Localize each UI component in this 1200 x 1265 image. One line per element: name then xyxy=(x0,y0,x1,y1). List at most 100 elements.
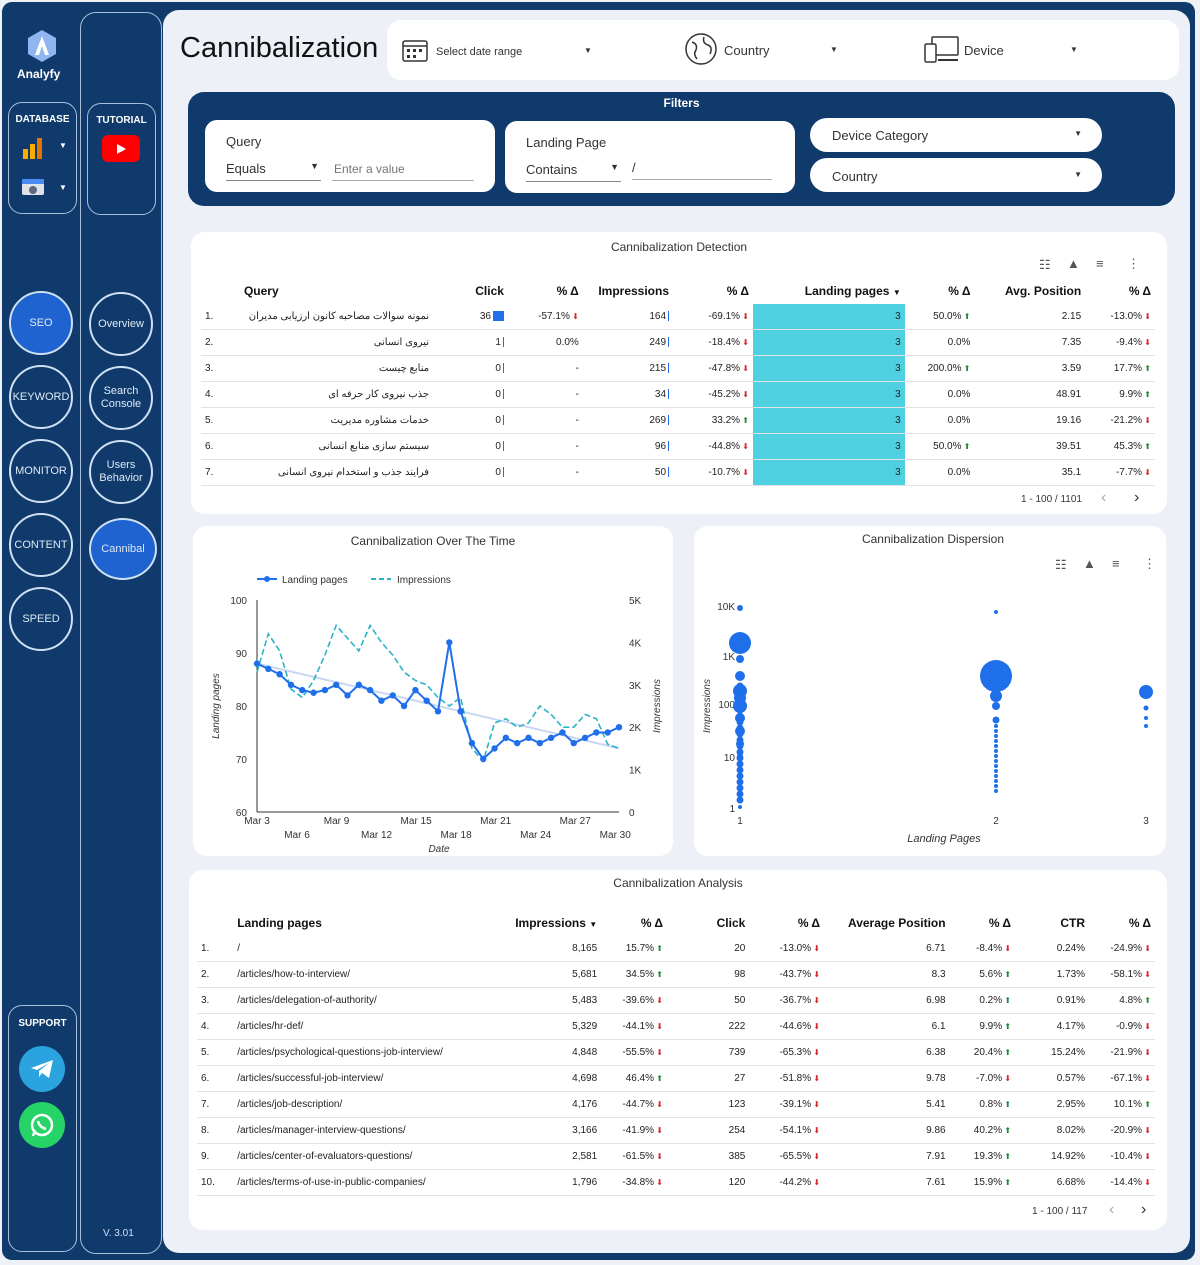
scatter-point[interactable] xyxy=(990,690,1002,702)
scatter-point[interactable] xyxy=(736,772,744,780)
scatter-point[interactable] xyxy=(736,724,744,732)
app-logo[interactable]: Analyfy xyxy=(17,28,63,81)
landing-pages-point[interactable] xyxy=(265,665,272,673)
table-row[interactable]: 3. منابع چیست 0-215 -47.8% ⬇ 3 200.0% ⬆ 3.59 17… xyxy=(201,355,1155,382)
scatter-point[interactable] xyxy=(994,774,998,778)
scatter-point[interactable] xyxy=(736,694,744,702)
landing-pages-point[interactable] xyxy=(287,681,295,688)
col-a-ctr-delta[interactable]: % Δ xyxy=(1128,916,1151,930)
scatter-point[interactable] xyxy=(736,748,744,756)
more-vert-icon[interactable]: ⋮ xyxy=(1143,556,1156,571)
nav-keyword[interactable]: KEYWORD xyxy=(9,365,73,429)
col-a-click-delta[interactable]: % Δ xyxy=(797,916,821,930)
scatter-point[interactable] xyxy=(736,766,744,774)
device-selector[interactable]: Device ▼ xyxy=(924,34,1079,66)
col-a-ctr[interactable]: CTR xyxy=(1060,916,1086,930)
query-operator-select[interactable]: Equals ▼ xyxy=(226,160,321,181)
table-row[interactable]: 9. /articles/center-of-evaluators-questio… xyxy=(197,1143,1155,1170)
landing-pages-point[interactable] xyxy=(593,729,600,736)
scatter-point[interactable] xyxy=(736,682,744,690)
scatter-point[interactable] xyxy=(736,730,744,738)
col-impressions[interactable]: Impressions xyxy=(598,284,670,298)
scatter-point[interactable] xyxy=(994,734,998,738)
landing-pages-point[interactable] xyxy=(480,755,487,763)
filter-icon[interactable]: ≡ xyxy=(1096,256,1104,271)
prev-page-icon[interactable]: ‹ xyxy=(1109,1201,1115,1218)
landing-operator-select[interactable]: Contains ▼ xyxy=(526,161,621,182)
scatter-point[interactable] xyxy=(736,784,744,792)
chevron-down-icon[interactable]: ▼ xyxy=(59,183,67,192)
chevron-down-icon[interactable]: ▼ xyxy=(59,141,67,150)
landing-pages-point[interactable] xyxy=(615,724,623,731)
table-row[interactable]: 5. /articles/psychological-questions-job-… xyxy=(197,1039,1155,1066)
scatter-point[interactable] xyxy=(738,805,742,809)
scatter-point[interactable] xyxy=(736,736,744,744)
warning-icon[interactable]: ▲ xyxy=(1067,256,1080,271)
landing-pages-point[interactable] xyxy=(513,739,521,747)
landing-pages-point[interactable] xyxy=(332,681,340,688)
scatter-point[interactable] xyxy=(992,716,1000,724)
query-value-input[interactable] xyxy=(332,158,474,181)
table-row[interactable]: 6. سیستم سازی منابع انسانی 0-96 -44.8% ⬇ 3 50… xyxy=(201,433,1155,460)
scatter-point[interactable] xyxy=(994,784,998,788)
scatter-point[interactable] xyxy=(736,706,744,714)
col-click-delta[interactable]: % Δ xyxy=(556,284,579,298)
col-query[interactable]: Query xyxy=(243,284,279,298)
landing-pages-point[interactable] xyxy=(321,686,329,694)
next-page-icon[interactable]: › xyxy=(1141,1201,1147,1218)
landing-pages-point[interactable] xyxy=(389,692,396,699)
scatter-point[interactable] xyxy=(994,729,998,733)
nav-overview[interactable]: Overview xyxy=(89,292,153,356)
scatter-point[interactable] xyxy=(736,718,744,726)
nav-search-console[interactable]: Search Console xyxy=(89,366,153,430)
landing-pages-point[interactable] xyxy=(400,702,408,710)
table-row[interactable]: 10. /articles/terms-of-use-in-public-comp… xyxy=(197,1169,1155,1196)
scatter-point[interactable] xyxy=(994,779,998,783)
scatter-point[interactable] xyxy=(994,749,998,753)
table-row[interactable]: 3. /articles/delegation-of-authority/5,48… xyxy=(197,987,1155,1014)
landing-pages-point[interactable] xyxy=(253,660,261,667)
table-row[interactable]: 4./articles/hr-def/5,329 -44.1% ⬇ 222 -44.6… xyxy=(197,1013,1155,1040)
scatter-point[interactable] xyxy=(994,610,998,614)
warning-icon[interactable]: ▲ xyxy=(1083,556,1096,571)
col-a-pos-delta[interactable]: % Δ xyxy=(988,916,1012,930)
nav-monitor[interactable]: MONITOR xyxy=(9,439,73,503)
table-row[interactable]: 2. نیروی انسانی 1 0.0% 249 -18.4% ⬇ 3 0.0% 7.35-… xyxy=(201,329,1155,356)
col-landing-pages[interactable]: Landing pages ▼ xyxy=(753,278,905,304)
nav-speed[interactable]: SPEED xyxy=(9,587,73,651)
telegram-icon[interactable] xyxy=(19,1046,65,1092)
landing-pages-point[interactable] xyxy=(502,734,510,741)
country-category-select[interactable]: Country ▼ xyxy=(810,158,1102,192)
scatter-point[interactable] xyxy=(736,760,744,768)
col-a-click[interactable]: Click xyxy=(716,916,746,930)
scatter-point[interactable] xyxy=(737,605,743,611)
scatter-point[interactable] xyxy=(980,660,1012,692)
col-a-avg-position[interactable]: Average Position xyxy=(847,916,946,930)
col-pos-delta[interactable]: % Δ xyxy=(1128,284,1151,298)
col-avg-position[interactable]: Avg. Position xyxy=(1004,284,1082,298)
nav-content[interactable]: CONTENT xyxy=(9,513,73,577)
nav-cannibal[interactable]: Cannibal xyxy=(89,518,157,580)
landing-pages-point[interactable] xyxy=(366,686,374,694)
more-vert-icon[interactable]: ⋮ xyxy=(1127,256,1140,271)
table-row[interactable]: 1./8,165 15.7% ⬆ 20 -13.0% ⬇ 6.71 -8.4% ⬇ 0.24… xyxy=(197,936,1155,962)
landing-pages-point[interactable] xyxy=(423,697,430,704)
table-row[interactable]: 5. خدمات مشاوره مدیریت 0 - 269 33.2% ⬆ 3 0.0% 19… xyxy=(201,407,1155,434)
table-row[interactable]: 7. /articles/job-description/4,176 -44.7% … xyxy=(197,1091,1155,1118)
whatsapp-icon[interactable] xyxy=(19,1102,65,1148)
landing-value-input[interactable]: / xyxy=(632,159,772,180)
scatter-point[interactable] xyxy=(736,688,744,696)
landing-pages-point[interactable] xyxy=(559,729,566,736)
scatter-point[interactable] xyxy=(736,655,744,663)
scatter-point[interactable] xyxy=(1144,724,1148,728)
scatter-point[interactable] xyxy=(736,742,744,750)
landing-pages-point[interactable] xyxy=(468,739,476,747)
table-row[interactable]: 1. نمونه سوالات مصاحبه کانون ارزیابی مدیر… xyxy=(201,304,1155,330)
scatter-point[interactable] xyxy=(994,789,998,793)
landing-pages-point[interactable] xyxy=(604,729,611,736)
landing-pages-point[interactable] xyxy=(446,639,453,646)
scatter-point[interactable] xyxy=(994,764,998,768)
scatter-point[interactable] xyxy=(994,739,998,743)
search-console-db-icon[interactable] xyxy=(20,175,46,204)
scatter-point[interactable] xyxy=(736,790,744,798)
